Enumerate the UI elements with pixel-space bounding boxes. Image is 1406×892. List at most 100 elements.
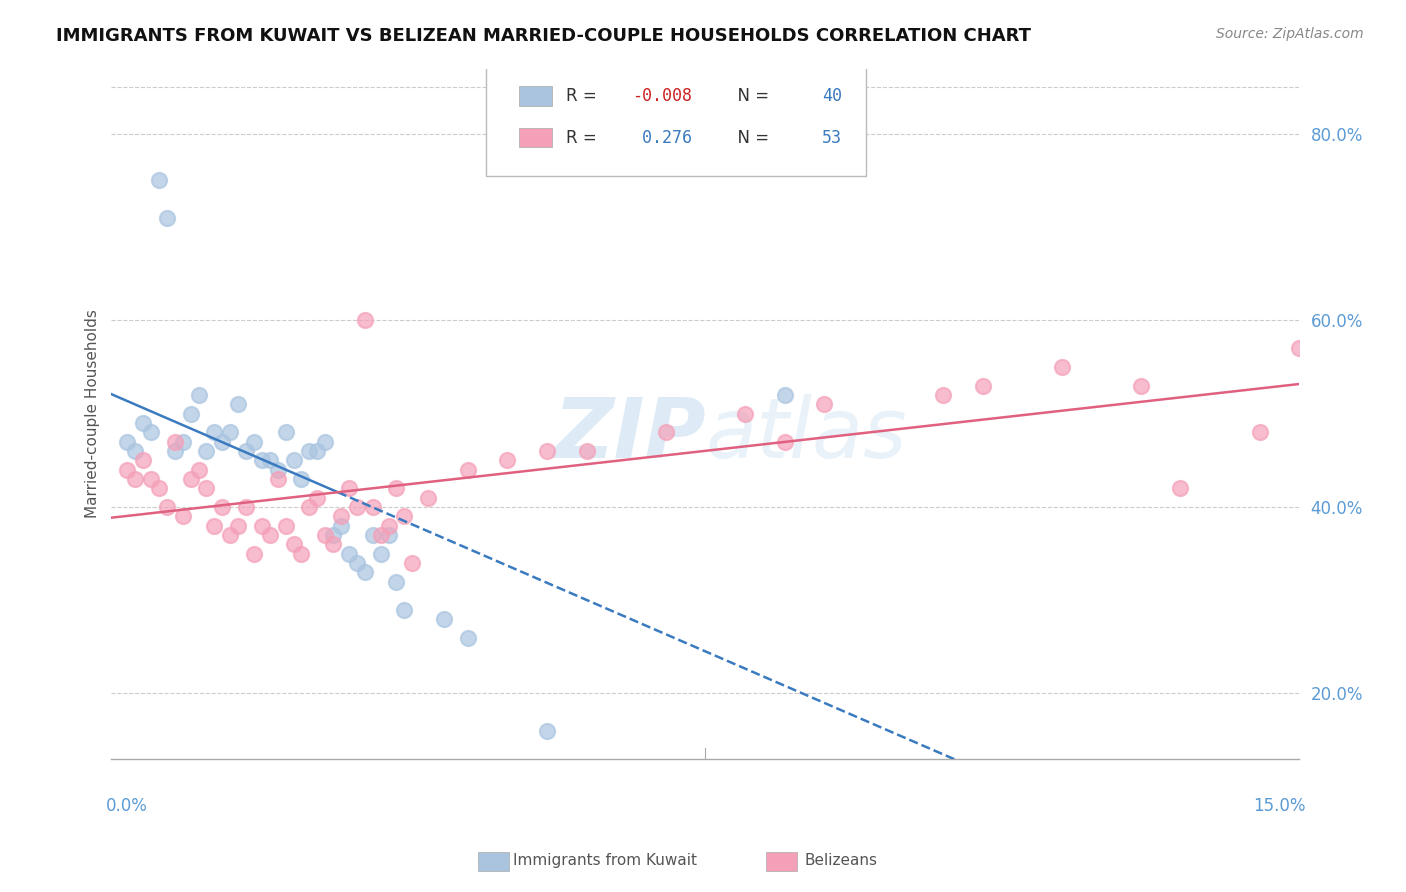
Point xyxy=(180,472,202,486)
Point xyxy=(298,444,321,458)
Point xyxy=(172,509,194,524)
Point xyxy=(211,434,233,449)
Point xyxy=(211,500,233,514)
Point xyxy=(290,472,312,486)
FancyBboxPatch shape xyxy=(485,62,866,176)
Point xyxy=(139,472,162,486)
Point xyxy=(156,211,179,225)
Point xyxy=(1050,359,1073,374)
Point xyxy=(1249,425,1271,440)
Point xyxy=(243,434,266,449)
Point xyxy=(307,491,329,505)
Point xyxy=(972,378,994,392)
Point xyxy=(259,528,281,542)
Point xyxy=(377,518,399,533)
Text: 15.0%: 15.0% xyxy=(1253,797,1305,814)
Point xyxy=(307,444,329,458)
Text: Source: ZipAtlas.com: Source: ZipAtlas.com xyxy=(1216,27,1364,41)
Point xyxy=(813,397,835,411)
Point xyxy=(132,416,155,430)
Point xyxy=(117,462,139,476)
Point xyxy=(250,453,273,467)
Point xyxy=(259,453,281,467)
Point xyxy=(353,566,375,580)
Text: N =: N = xyxy=(727,87,775,105)
Point xyxy=(243,547,266,561)
Point xyxy=(370,547,392,561)
Point xyxy=(655,425,678,440)
Point xyxy=(132,453,155,467)
Point xyxy=(370,528,392,542)
Point xyxy=(394,602,416,616)
Point xyxy=(283,537,305,551)
Point xyxy=(932,388,955,402)
Point xyxy=(773,434,796,449)
Point xyxy=(433,612,456,626)
Point xyxy=(1129,378,1152,392)
Point xyxy=(226,518,249,533)
Point xyxy=(1288,342,1310,356)
Text: -0.008: -0.008 xyxy=(631,87,692,105)
Point xyxy=(337,481,360,495)
Point xyxy=(219,528,242,542)
Point xyxy=(124,472,146,486)
Point xyxy=(353,313,375,327)
Point xyxy=(172,434,194,449)
Text: IMMIGRANTS FROM KUWAIT VS BELIZEAN MARRIED-COUPLE HOUSEHOLDS CORRELATION CHART: IMMIGRANTS FROM KUWAIT VS BELIZEAN MARRI… xyxy=(56,27,1031,45)
Point xyxy=(394,509,416,524)
Point xyxy=(187,388,209,402)
Point xyxy=(148,481,170,495)
Point xyxy=(298,500,321,514)
Point xyxy=(496,453,519,467)
Point xyxy=(346,500,368,514)
Point xyxy=(385,481,408,495)
Text: 0.276: 0.276 xyxy=(631,128,692,146)
Text: atlas: atlas xyxy=(706,394,907,475)
Point xyxy=(219,425,242,440)
Text: 0.0%: 0.0% xyxy=(105,797,148,814)
Point xyxy=(163,444,186,458)
Point xyxy=(148,173,170,187)
Point xyxy=(267,472,290,486)
Point xyxy=(385,574,408,589)
Point xyxy=(117,434,139,449)
Point xyxy=(235,500,257,514)
Text: 40: 40 xyxy=(821,87,842,105)
Point xyxy=(250,518,273,533)
FancyBboxPatch shape xyxy=(519,128,553,147)
Point xyxy=(139,425,162,440)
Point xyxy=(195,444,218,458)
Point xyxy=(226,397,249,411)
Point xyxy=(274,425,297,440)
Point xyxy=(124,444,146,458)
Point xyxy=(187,462,209,476)
Point xyxy=(283,453,305,467)
Point xyxy=(337,547,360,561)
Point xyxy=(1170,481,1192,495)
Point xyxy=(401,556,423,570)
Point xyxy=(202,518,225,533)
Point xyxy=(457,462,479,476)
Point xyxy=(314,528,336,542)
Point xyxy=(267,462,290,476)
Text: N =: N = xyxy=(727,128,775,146)
Point xyxy=(274,518,297,533)
Point xyxy=(322,537,344,551)
Point xyxy=(734,407,756,421)
Point xyxy=(773,388,796,402)
Point xyxy=(290,547,312,561)
Text: R =: R = xyxy=(567,128,607,146)
Point xyxy=(156,500,179,514)
Point xyxy=(330,509,353,524)
Point xyxy=(361,500,384,514)
Point xyxy=(202,425,225,440)
Text: R =: R = xyxy=(567,87,602,105)
Point xyxy=(457,631,479,645)
Point xyxy=(180,407,202,421)
Point xyxy=(575,444,598,458)
Text: Immigrants from Kuwait: Immigrants from Kuwait xyxy=(513,854,697,868)
Point xyxy=(322,528,344,542)
Text: 53: 53 xyxy=(821,128,842,146)
FancyBboxPatch shape xyxy=(519,87,553,106)
Point xyxy=(163,434,186,449)
